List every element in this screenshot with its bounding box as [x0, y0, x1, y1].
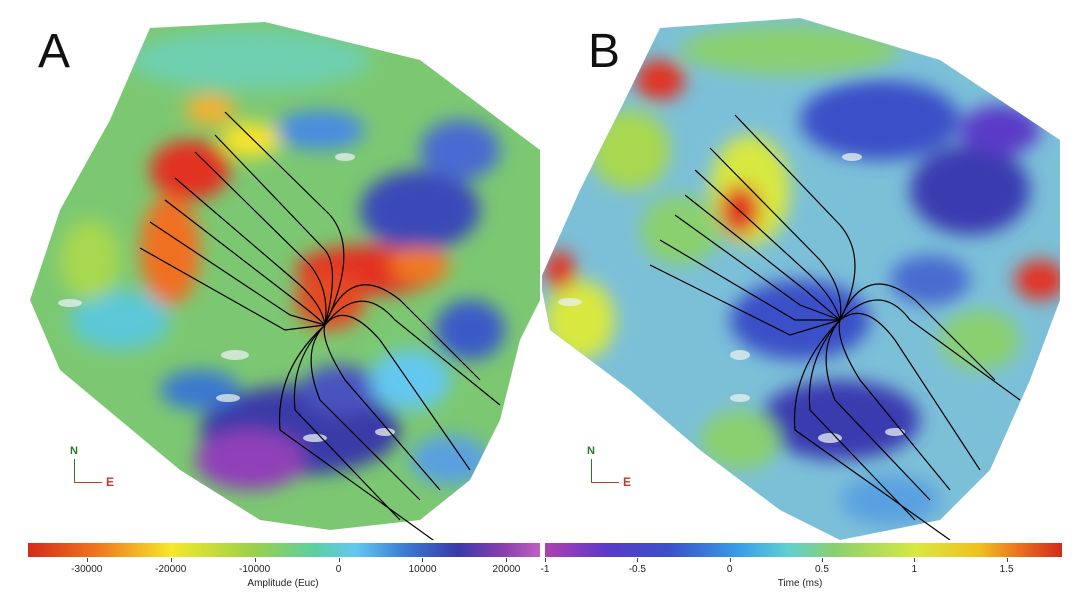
- colorbar-tick-mark: [170, 558, 172, 562]
- amplitude-colorbar: [28, 543, 540, 557]
- compass-east-label: E: [106, 475, 115, 489]
- colorbar-tick-mark: [1006, 558, 1008, 562]
- panel-divider: [540, 0, 542, 610]
- colorbar-tick-mark: [821, 558, 823, 562]
- colorbar-tick-mark: [422, 558, 424, 562]
- compass-north-label: N: [70, 445, 78, 457]
- colorbar-tick-mark: [729, 558, 731, 562]
- colorbar-tick-label: -20000: [155, 564, 187, 575]
- colorbar-tick-label: 20000: [492, 564, 521, 575]
- colorbar-tick-mark: [86, 558, 88, 562]
- panel-label-a: A: [38, 25, 71, 78]
- flow-lines: [649, 114, 1021, 540]
- flow-lines: [139, 111, 501, 540]
- east-arrow-icon: [591, 482, 619, 483]
- time-map: [540, 18, 1060, 540]
- colorbar-tick-label: -0.5: [628, 564, 646, 575]
- amplitude-colorbar-title: Amplitude (Euc): [247, 578, 319, 589]
- colorbar-tick-label: -10000: [239, 564, 271, 575]
- colorbar-tick-label: 10000: [408, 564, 437, 575]
- time-colorbar-ticks: -1 -0.5 0 0.5 1 1.5: [541, 558, 1062, 588]
- colorbar-tick-mark: [637, 558, 639, 562]
- colorbar-tick-label: -1: [540, 564, 550, 575]
- panel-b: B N E: [540, 0, 1090, 540]
- colorbar-tick-mark: [338, 558, 340, 562]
- compass-north-label: N: [587, 445, 595, 457]
- colorbar-tick-label: 1.5: [999, 564, 1014, 575]
- compass-east-label: E: [623, 475, 632, 489]
- time-colorbar-title: Time (ms): [777, 578, 823, 589]
- colorbar-tick-label: 0: [726, 564, 733, 575]
- compass-a: N E: [68, 445, 128, 495]
- colorbar-tick-label: 1: [911, 564, 918, 575]
- time-colorbar: [545, 543, 1062, 557]
- colorbar-tick-label: 0: [335, 564, 342, 575]
- colorbar-tick-label: -30000: [71, 564, 103, 575]
- compass-b: N E: [585, 445, 645, 495]
- panel-a: A N E: [0, 0, 540, 540]
- colorbar-tick-mark: [254, 558, 256, 562]
- north-arrow-icon: [74, 459, 75, 483]
- east-arrow-icon: [74, 482, 102, 483]
- amplitude-colorbar-ticks: -30000 -20000 -10000 0 10000 20000: [28, 558, 540, 588]
- amplitude-map: [30, 22, 540, 540]
- colorbar-tick-label: 0.5: [815, 564, 829, 575]
- colorbar-tick-mark: [545, 558, 546, 562]
- colorbar-tick-mark: [914, 558, 916, 562]
- north-arrow-icon: [591, 459, 592, 483]
- panel-label-b: B: [588, 25, 621, 78]
- colorbar-tick-mark: [506, 558, 508, 562]
